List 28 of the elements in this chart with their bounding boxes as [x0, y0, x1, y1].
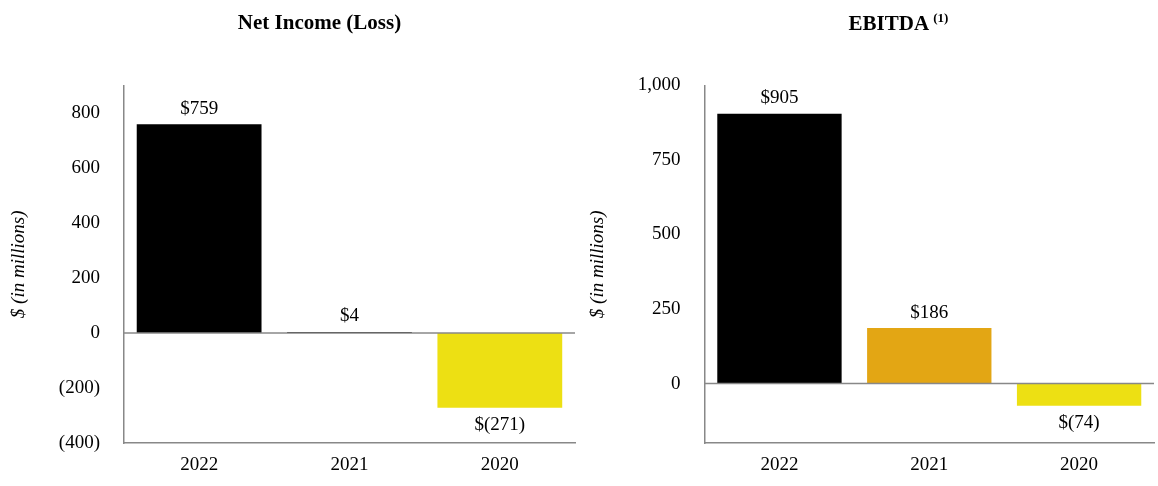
chart-title: EBITDA $^{(1)}$ — [847, 10, 950, 36]
y-tick-label: 400 — [71, 211, 100, 232]
y-tick-label: 0 — [90, 321, 100, 343]
y-tick-label: 750 — [652, 147, 681, 169]
y-tick-label: (400) — [58, 431, 100, 454]
y-tick-label: (200) — [58, 376, 100, 399]
x-tick-label: 2021 — [330, 452, 369, 474]
x-tick-label: 2020 — [480, 452, 519, 474]
y-tick-label: 1,000 — [637, 73, 681, 95]
x-tick-label: 2020 — [1060, 452, 1099, 474]
x-tick-label: 2022 — [180, 452, 219, 474]
x-tick-label: 2022 — [760, 452, 799, 474]
chart-title: Net Income (Loss) — [236, 10, 403, 35]
x-tick-label: 2021 — [910, 452, 949, 474]
y-tick-label: 800 — [71, 100, 100, 122]
data-label: $186 — [910, 300, 949, 322]
y-axis-title: $ (in millions) — [586, 210, 609, 319]
y-tick-label: 500 — [652, 222, 681, 244]
data-label: $(74) — [1058, 411, 1100, 434]
y-tick-label: 200 — [71, 266, 100, 288]
data-label: $4 — [339, 304, 360, 326]
y-axis-title: $ (in millions) — [7, 210, 30, 319]
data-label: $905 — [760, 86, 799, 108]
y-tick-label: 0 — [671, 371, 681, 393]
data-label: $(271) — [474, 413, 526, 436]
y-tick-label: 250 — [652, 297, 681, 319]
data-label: $759 — [180, 96, 219, 118]
y-tick-label: 600 — [71, 155, 100, 177]
